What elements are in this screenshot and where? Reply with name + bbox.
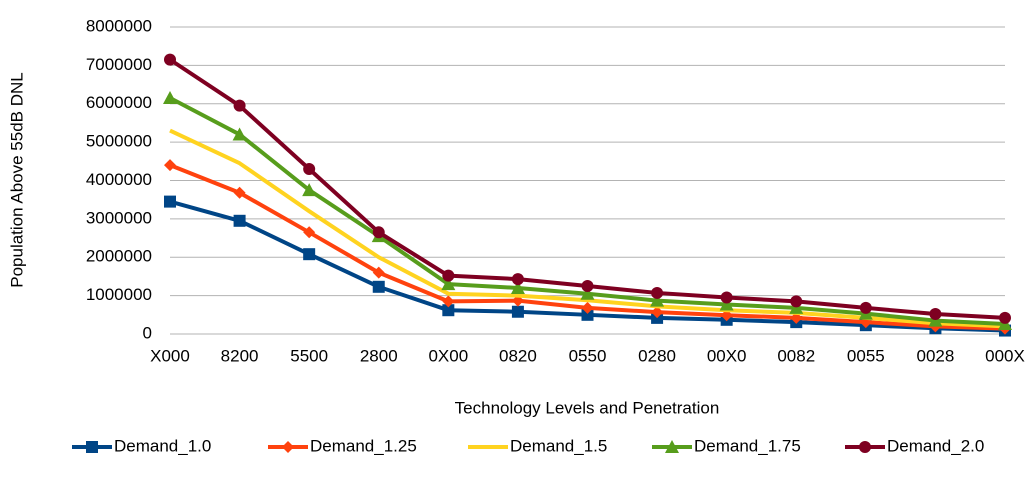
marker [372,266,385,279]
marker [233,214,246,227]
x-tick-label: 0X00 [428,346,468,365]
marker [164,53,176,66]
legend-label: Demand_1.0 [114,436,211,455]
x-tick-label: 0055 [847,346,885,365]
y-tick-label: 2000000 [86,247,152,266]
x-axis-title: Technology Levels and Penetration [455,398,720,417]
legend-label: Demand_1.75 [694,436,801,455]
marker [442,304,455,317]
marker [303,248,316,261]
x-tick-label: 000X [985,346,1025,365]
marker [929,308,942,321]
marker [719,297,734,311]
marker [580,286,595,300]
x-tick-label: 0280 [638,346,676,365]
marker [650,293,665,307]
x-tick-label: 0082 [777,346,815,365]
marker [511,305,524,318]
x-tick-label: 00X0 [707,346,747,365]
x-tick-label: X000 [150,346,190,365]
series-line [168,57,1006,320]
legend-label: Demand_1.25 [310,436,417,455]
y-tick-label: 7000000 [86,55,152,74]
marker [999,311,1011,324]
x-tick-label: 0550 [569,346,607,365]
marker [581,308,594,321]
x-tick-label: 2800 [360,346,398,365]
marker [651,286,664,299]
marker [233,99,246,112]
y-tick-label: 4000000 [86,170,152,189]
legend-marker [859,441,871,453]
marker [581,301,594,314]
marker [581,280,594,293]
marker [510,280,525,294]
x-tick-label: 8200 [221,346,259,365]
marker [790,295,803,308]
y-tick-label: 3000000 [86,208,152,227]
marker [928,313,943,327]
y-axis-title: Population Above 55dB DNL [7,72,26,288]
x-tick-label: 0820 [499,346,537,365]
y-tick-label: 0 [143,323,152,342]
marker [303,226,316,239]
marker [303,162,316,175]
marker [302,183,317,197]
y-tick-label: 5000000 [86,132,152,151]
marker [442,295,455,308]
x-tick-label: 5500 [290,346,328,365]
marker [442,269,455,282]
marker [372,280,385,293]
x-tick-label: 0028 [917,346,955,365]
marker [233,186,246,199]
legend-marker [665,440,679,453]
y-tick-label: 6000000 [86,93,152,112]
marker [163,90,177,104]
marker [859,301,872,314]
marker [511,273,524,286]
marker [232,127,247,141]
legend-label: Demand_1.5 [510,436,607,455]
marker [651,306,664,319]
legend-label: Demand_2.0 [887,436,984,455]
y-tick-label: 8000000 [86,16,152,35]
marker [372,226,385,239]
y-tick-label: 1000000 [86,285,152,304]
marker [441,277,456,291]
marker [720,291,733,304]
legend-marker [86,441,98,453]
marker [164,159,176,172]
marker [164,195,176,208]
marker [789,300,804,314]
legend-marker [282,441,294,453]
